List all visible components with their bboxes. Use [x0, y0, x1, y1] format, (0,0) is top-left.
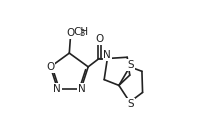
Text: S: S [127, 60, 134, 70]
Text: O: O [66, 28, 75, 38]
Text: S: S [127, 99, 134, 109]
Text: N: N [53, 84, 61, 94]
Text: O: O [95, 34, 103, 44]
Text: N: N [103, 50, 111, 60]
Text: O: O [46, 62, 55, 72]
Text: CH: CH [74, 27, 89, 37]
Text: 3: 3 [79, 29, 85, 38]
Text: N: N [78, 84, 85, 94]
